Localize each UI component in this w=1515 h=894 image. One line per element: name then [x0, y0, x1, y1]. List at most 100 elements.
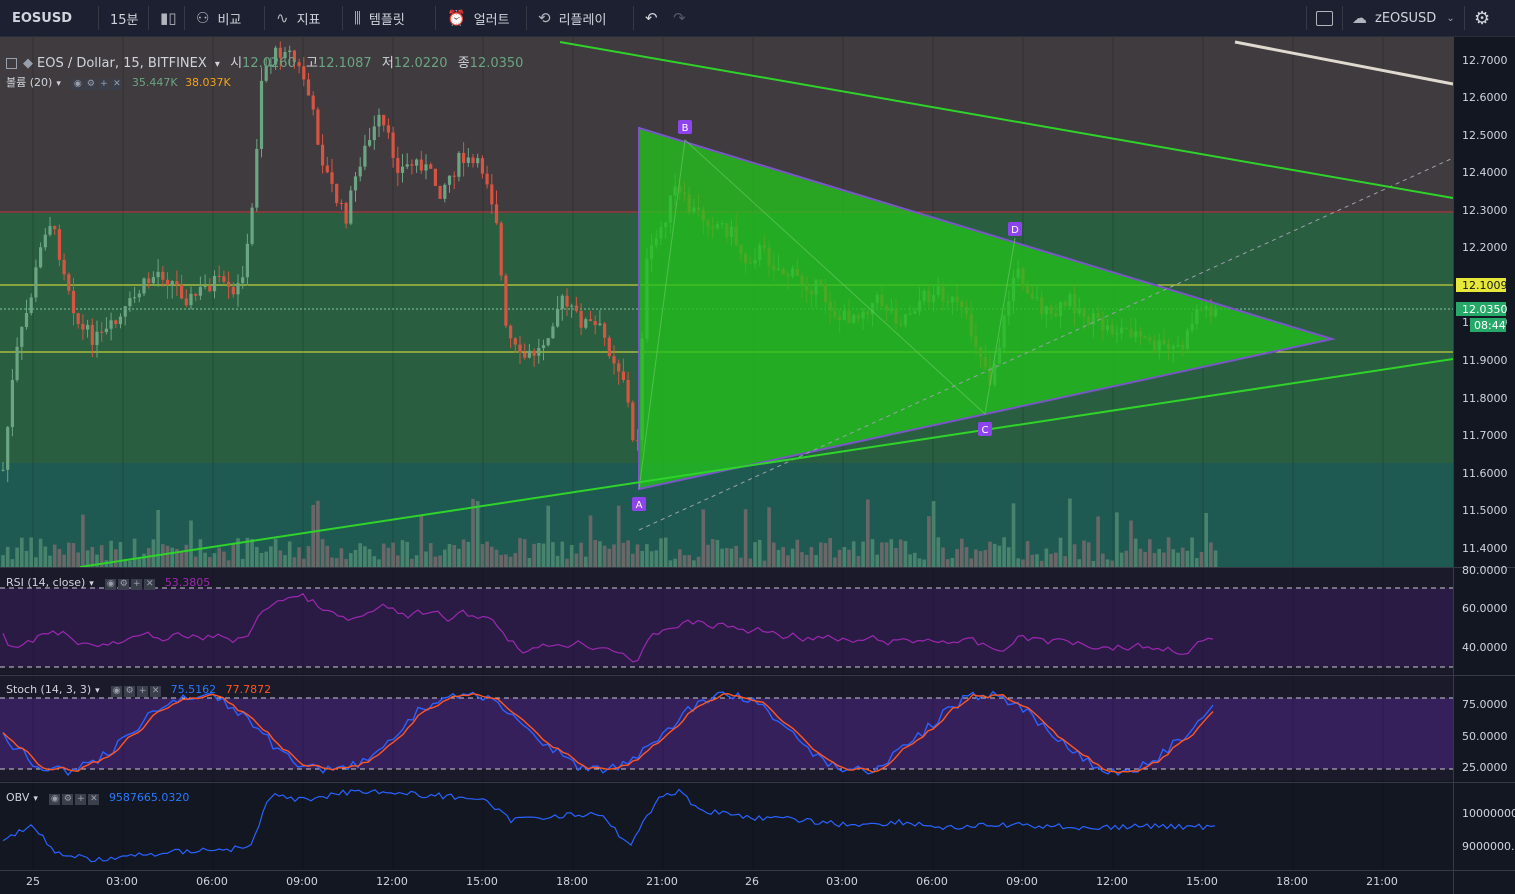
settings-icon[interactable]: ⚙: [124, 686, 136, 697]
templates-button[interactable]: ⫼ 템플릿: [354, 0, 405, 36]
candle-body: [556, 308, 560, 327]
indicator-controls[interactable]: ◉ ⚙ + ✕: [49, 791, 101, 805]
volume-bar: [85, 550, 90, 567]
candle-body: [76, 313, 80, 324]
close-icon[interactable]: ✕: [88, 794, 100, 805]
candle-body: [297, 62, 301, 67]
volume-bar: [240, 558, 245, 567]
white-trendline[interactable]: [1234, 40, 1454, 86]
volume-bar: [57, 549, 62, 567]
time-tick: 09:00: [1006, 875, 1038, 888]
symbol-title[interactable]: EOS / Dollar, 15, BITFINEX: [37, 56, 207, 71]
volume-bar: [287, 541, 292, 567]
candle-body: [480, 158, 484, 174]
collapse-legend-icon[interactable]: [6, 58, 17, 69]
replay-button[interactable]: ⟲ 리플레이: [538, 0, 606, 36]
volume-bar: [128, 560, 132, 567]
obv-axis[interactable]: 10000000.0 9000000.0: [1462, 807, 1515, 853]
layout-menu[interactable]: ☁ zEOSUSD ⌄: [1352, 0, 1455, 36]
lower-trendline[interactable]: [79, 358, 1454, 568]
volume-bar: [10, 559, 15, 567]
chart-canvas[interactable]: A B C D 12.7000 12.6000 12.5000 12.4000 …: [0, 36, 1515, 894]
indicator-controls[interactable]: ◉ ⚙ + ✕: [111, 683, 163, 697]
eye-icon[interactable]: ◉: [49, 794, 61, 805]
fullscreen-button[interactable]: [1316, 0, 1333, 36]
chevron-down-icon[interactable]: ▾: [89, 579, 94, 589]
alert-button[interactable]: ⏰ 얼러트: [447, 0, 510, 36]
candle-body: [396, 157, 400, 173]
symbol-search[interactable]: EOSUSD: [12, 10, 73, 26]
chevron-down-icon[interactable]: ▾: [95, 686, 100, 696]
volume-bar: [48, 555, 52, 567]
close-icon[interactable]: ✕: [144, 579, 156, 590]
plus-icon[interactable]: +: [137, 686, 149, 697]
stoch-label[interactable]: Stoch (14, 3, 3): [6, 683, 92, 696]
candle-body: [259, 80, 264, 149]
candle-body: [415, 159, 419, 166]
indicator-controls[interactable]: ◉ ⚙ + ✕: [105, 576, 157, 590]
upper-trendline[interactable]: [559, 41, 1454, 199]
open-value: 12.0260: [242, 56, 296, 71]
volume-bar: [945, 559, 950, 567]
settings-icon[interactable]: ⚙: [62, 794, 74, 805]
redo-button[interactable]: ↷: [673, 9, 686, 27]
plus-icon[interactable]: +: [131, 579, 143, 590]
indicators-button[interactable]: ∿ 지표: [276, 0, 321, 36]
plus-icon[interactable]: +: [75, 794, 87, 805]
chart-type-button[interactable]: ▮▯: [160, 0, 185, 36]
close-icon[interactable]: ✕: [150, 686, 162, 697]
chevron-down-icon[interactable]: ▾: [214, 59, 220, 70]
candle-body: [269, 64, 273, 67]
rsi-legend: RSI (14, close) ▾ ◉ ⚙ + ✕ 53.3805: [6, 576, 210, 590]
volume-bar: [161, 544, 165, 567]
volume-legend: 볼륨 (20) ▾ ◉ ⚙ + ✕ 35.447K 38.037K: [6, 74, 231, 90]
settings-icon[interactable]: ⚙: [118, 579, 130, 590]
candle-body: [184, 298, 188, 306]
candle-body: [494, 204, 499, 224]
candle-body: [429, 164, 433, 169]
candle-body: [626, 379, 630, 403]
plus-icon[interactable]: +: [98, 79, 110, 90]
settings-icon[interactable]: ⚙: [85, 79, 97, 90]
rsi-label[interactable]: RSI (14, close): [6, 576, 86, 589]
chevron-down-icon[interactable]: ▾: [56, 79, 61, 89]
eye-icon[interactable]: ◉: [111, 686, 123, 697]
alarm-icon: ⏰: [447, 9, 466, 27]
eye-icon[interactable]: ◉: [72, 79, 84, 90]
volume-bar: [344, 559, 348, 567]
candle-body: [104, 328, 108, 333]
price-axis[interactable]: 12.7000 12.6000 12.5000 12.4000 12.3000 …: [1456, 54, 1508, 555]
settings-button[interactable]: ⚙: [1474, 0, 1490, 36]
indicator-controls[interactable]: ◉ ⚙ + ✕: [72, 76, 124, 90]
volume-bar: [927, 516, 931, 567]
compare-button[interactable]: ⚇ 비교: [196, 0, 241, 36]
volume-bar: [1115, 512, 1119, 567]
close-icon[interactable]: ✕: [111, 79, 123, 90]
volume-bar: [729, 548, 734, 567]
candle-body: [386, 125, 390, 133]
volume-bar: [649, 551, 654, 567]
volume-bar: [753, 542, 757, 567]
point-label-a[interactable]: A: [632, 497, 646, 511]
stoch-axis[interactable]: 75.0000 50.0000 25.0000: [1462, 698, 1508, 774]
point-label-d[interactable]: D: [1008, 222, 1022, 236]
undo-button[interactable]: ↶: [645, 9, 658, 27]
candle-body: [217, 275, 221, 277]
volume-bar: [856, 556, 861, 567]
obv-label[interactable]: OBV: [6, 791, 30, 804]
rsi-bounds: [0, 587, 1453, 668]
volume-bar: [837, 549, 842, 567]
chevron-down-icon[interactable]: ▾: [33, 794, 38, 804]
time-axis[interactable]: 25 03:00 06:00 09:00 12:00 15:00 18:00 2…: [26, 875, 1398, 888]
volume-label[interactable]: 볼륨 (20): [6, 76, 53, 89]
rsi-axis[interactable]: 80.0000 60.0000 40.0000: [1462, 564, 1508, 654]
eye-icon[interactable]: ◉: [105, 579, 117, 590]
point-label-b[interactable]: B: [678, 120, 692, 134]
volume-bar: [819, 542, 823, 567]
point-label-c[interactable]: C: [978, 422, 992, 436]
volume-bar: [490, 546, 494, 567]
volume-bar: [5, 546, 10, 567]
candle-body: [165, 279, 170, 285]
volume-bar: [1199, 551, 1204, 567]
interval-button[interactable]: 15분: [110, 12, 139, 28]
